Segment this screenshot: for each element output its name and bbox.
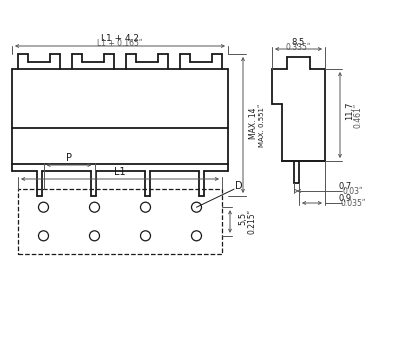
Text: L1 + 4,2: L1 + 4,2 <box>101 33 139 42</box>
Text: 5,5: 5,5 <box>238 212 248 225</box>
Text: 0.461ʺ: 0.461ʺ <box>354 102 362 128</box>
Text: 0.215ʺ: 0.215ʺ <box>248 209 256 234</box>
Text: MAX. 0.551ʺ: MAX. 0.551ʺ <box>259 103 265 146</box>
Text: 0.035ʺ: 0.035ʺ <box>340 199 366 208</box>
Bar <box>18 189 222 254</box>
Text: P: P <box>66 153 72 163</box>
Text: MAX. 14: MAX. 14 <box>248 107 258 139</box>
Text: D: D <box>235 181 243 191</box>
Text: 0,9: 0,9 <box>338 194 352 202</box>
Text: 11,7: 11,7 <box>346 102 354 120</box>
Text: 8,5: 8,5 <box>292 37 305 47</box>
Text: L1: L1 <box>114 167 126 177</box>
Text: 0,7: 0,7 <box>338 182 352 191</box>
Text: 0.335ʺ: 0.335ʺ <box>286 43 311 52</box>
Text: 0.03ʺ: 0.03ʺ <box>343 186 363 196</box>
Text: L1 + 0.165ʺ: L1 + 0.165ʺ <box>97 39 143 48</box>
